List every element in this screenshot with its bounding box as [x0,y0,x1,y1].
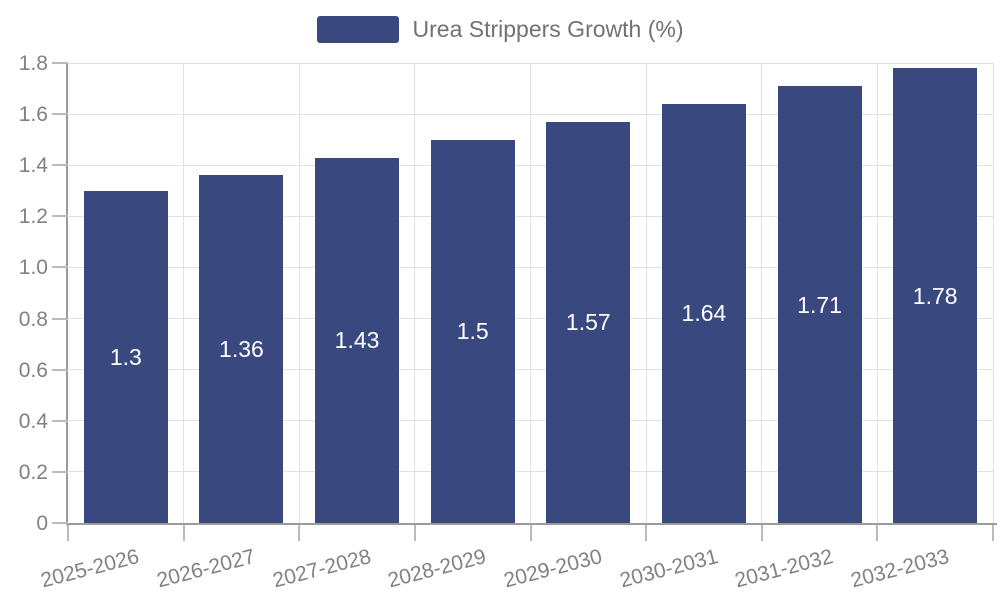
y-tick-label: 0 [36,512,48,535]
y-tick-label: 0.2 [18,460,48,484]
bar-value-label: 1.57 [565,309,611,336]
bar[interactable] [83,190,168,523]
gridline-vertical [876,63,878,523]
bar-value-label: 1.71 [797,291,842,318]
bar-value-label: 1.5 [456,318,489,345]
y-tick-label: 1.8 [18,52,48,75]
x-axis-tick [645,525,648,541]
x-axis-tick [298,525,301,541]
y-tick-label: 0.8 [18,307,48,331]
x-axis-tick [876,525,879,541]
y-axis-tick [52,266,68,269]
y-tick-label: 1.6 [18,103,48,127]
x-tick-label: 2032-2033 [848,544,952,593]
gridline-vertical [992,63,994,523]
bar[interactable] [199,175,284,523]
bar-value-label: 1.3 [109,343,142,370]
bar[interactable] [777,86,862,523]
y-axis-tick [52,317,68,320]
x-axis-tick [413,525,416,541]
y-axis-tick [52,62,68,64]
y-tick-label: 1.0 [18,256,48,280]
bar-value-label: 1.36 [219,336,264,363]
legend-swatch-icon [316,16,399,43]
y-tick-label: 0.4 [18,409,48,433]
x-axis-line [66,523,997,525]
y-axis-tick [52,368,68,371]
gridline-vertical [183,63,185,523]
bar-value-label: 1.64 [681,300,727,327]
y-tick-label: 1.2 [18,205,48,229]
legend-label: Urea Strippers Growth (%) [412,16,684,42]
gridline-vertical [414,63,416,523]
y-axis-tick [52,113,68,116]
gridline-vertical [761,63,763,523]
x-axis-tick [529,525,532,541]
bar[interactable] [430,139,515,523]
x-axis-tick [182,525,185,541]
bar[interactable] [546,121,631,523]
y-axis-tick [52,522,68,524]
x-tick-label: 2029-2030 [501,544,605,593]
bar[interactable] [661,103,746,523]
x-tick-label: 2027-2028 [270,544,374,593]
bar[interactable] [315,157,400,523]
x-axis-tick [760,525,763,541]
x-tick-label: 2028-2029 [385,544,489,593]
x-tick-label: 2025-2026 [38,544,142,593]
bar[interactable] [893,68,978,523]
bar-value-label: 1.43 [334,327,380,354]
y-axis-tick [52,164,68,167]
x-tick-label: 2030-2031 [616,544,720,593]
x-tick-label: 2031-2032 [732,544,836,593]
x-tick-label: 2026-2027 [154,544,258,593]
gridline-vertical [298,63,300,523]
y-tick-label: 1.4 [18,154,48,178]
y-axis-tick [52,419,68,422]
gridline-vertical [530,63,531,523]
x-axis-tick [67,525,69,541]
legend[interactable]: Urea Strippers Growth (%) [0,16,1000,43]
bar-value-label: 1.78 [912,282,958,309]
y-axis-tick [52,215,68,218]
y-axis-line [66,63,68,525]
x-axis-tick [992,525,994,541]
y-axis-tick [52,470,68,473]
gridline-vertical [645,63,647,523]
y-tick-label: 0.6 [18,358,48,382]
